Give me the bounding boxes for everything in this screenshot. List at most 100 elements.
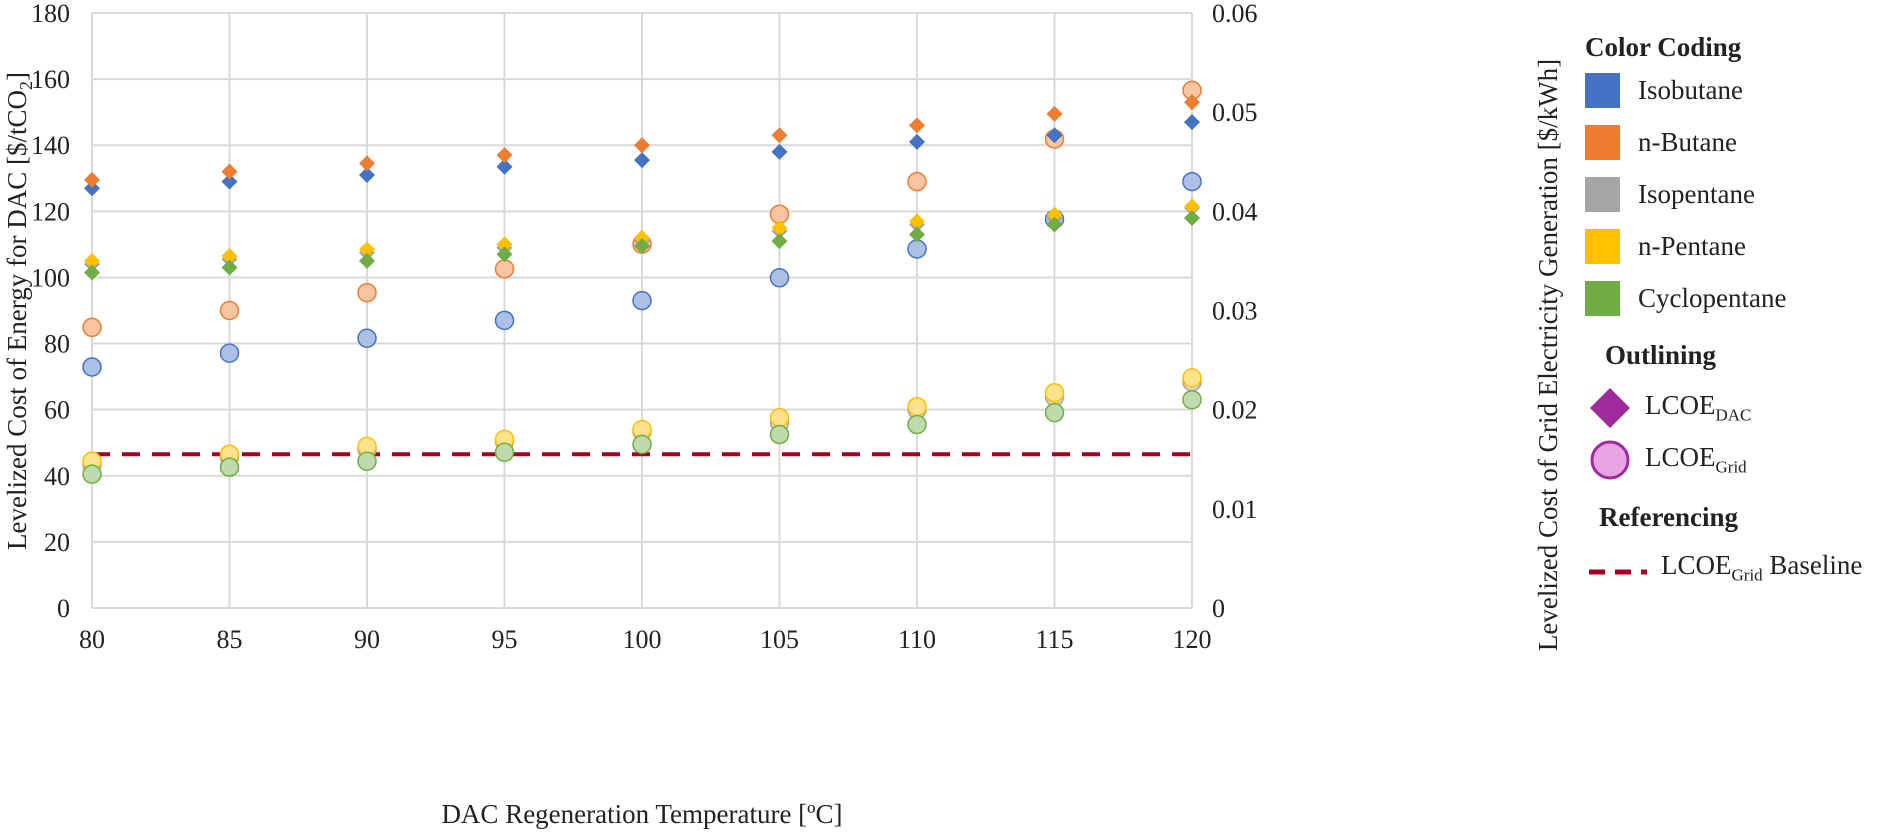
- x-tick-label: 80: [79, 625, 105, 654]
- lcoe-dac-point: [221, 247, 238, 264]
- legend-item-series: Cyclopentane: [1585, 272, 1895, 324]
- legend: Color Coding Isobutane n-Butane Isopentane…: [1585, 30, 1895, 594]
- legend-heading-outlining: Outlining: [1605, 340, 1717, 370]
- lcoe-dac-point: [771, 219, 788, 236]
- lcoe-dac-point: [634, 238, 650, 255]
- lcoe-dac-point: [771, 127, 788, 144]
- lcoe-dac-point: [359, 155, 375, 172]
- lcoe-grid-point: [219, 457, 240, 477]
- lcoe-dac-point: [496, 246, 513, 263]
- lcoe-grid-point: [82, 317, 102, 338]
- legend-series-label: n-Butane: [1638, 126, 1737, 157]
- y-axis-left-title-sub: 2: [16, 81, 36, 90]
- lcoe-dac-point: [634, 152, 650, 169]
- lcoe-grid-point: [907, 414, 927, 435]
- lcoe-grid-point: [769, 268, 790, 288]
- lcoe-dac-point: [634, 229, 650, 246]
- y-right-tick-label: 0.05: [1212, 98, 1258, 127]
- legend-series-label: Isopentane: [1638, 178, 1755, 209]
- lcoe-dac-point: [221, 259, 238, 276]
- y-axis-left-title: Levelized Cost of Energy for DAC [$/tCO2…: [2, 72, 36, 550]
- axes: 0 20 40 60 80 100 120 140 160 180 80 85 90 95 100 105 11…: [31, 0, 1258, 654]
- y-left-tick-label: 0: [57, 594, 70, 623]
- lcoe-dac-point: [496, 158, 513, 175]
- lcoe-grid-point: [632, 290, 652, 311]
- legend-swatch: [1585, 72, 1620, 108]
- legend-heading-referencing: Referencing: [1599, 502, 1738, 532]
- lcoe-grid-point: [1044, 402, 1065, 423]
- lcoe-grid-point: [1182, 171, 1202, 192]
- lcoe-dac-point: [1184, 94, 1200, 111]
- y-right-tick-label: 0.06: [1212, 0, 1258, 28]
- x-axis-title: DAC Regeneration Temperature [ºC]: [441, 799, 842, 829]
- lcoe-dac-point: [84, 171, 100, 188]
- diamond-symbol-icon: [1585, 384, 1635, 432]
- lcoe-dac-point: [1184, 114, 1200, 131]
- legend-swatch: [1585, 228, 1620, 264]
- legend-swatch: [1585, 280, 1620, 316]
- lcoe-dac-point: [909, 226, 925, 243]
- lcoe-dac-point: [359, 252, 375, 269]
- lcoe-grid-point: [357, 451, 377, 471]
- lcoe-grid-point: [82, 464, 102, 484]
- lcoe-grid-point: [494, 259, 515, 279]
- lcoe-dac-point: [909, 117, 925, 134]
- lcoe-dac-point: [771, 143, 788, 160]
- lcoe-grid-point: [907, 171, 927, 192]
- lcoe-dac-point: [221, 163, 238, 180]
- lcoe-dac-point: [634, 137, 650, 154]
- y-left-tick-label: 60: [44, 396, 70, 425]
- lcoe-grid-point: [494, 442, 515, 463]
- diamond-shape: [1590, 388, 1630, 428]
- legend-item-baseline: LCOEGrid Baseline: [1585, 542, 1895, 594]
- grid-lines: [91, 12, 1193, 609]
- y-right-tick-label: 0.03: [1212, 297, 1258, 326]
- lcoe-dac-point: [496, 236, 513, 253]
- y-left-tick-label: 40: [44, 462, 70, 491]
- lcoe-dac-point: [84, 252, 100, 269]
- legend-item-series: n-Pentane: [1585, 220, 1895, 272]
- y-axis-left-title-end: ]: [2, 72, 32, 81]
- dashed-line-icon: [1585, 558, 1651, 578]
- lcoe-dac-point: [84, 264, 100, 281]
- lcoe-dac-point: [909, 213, 925, 230]
- x-tick-label: 120: [1173, 625, 1212, 654]
- y-axis-right-title: Levelized Cost of Grid Electricity Gener…: [1533, 59, 1563, 651]
- lcoe-grid-point: [1182, 390, 1202, 410]
- y-right-tick-label: 0.02: [1212, 396, 1258, 425]
- data-points: [82, 80, 1202, 484]
- lcoe-grid-point: [632, 434, 652, 455]
- x-tick-label: 95: [492, 625, 518, 654]
- y-left-tick-label: 20: [44, 528, 70, 557]
- lcoe-dac-point: [1184, 209, 1200, 226]
- lcoe-grid-point: [769, 407, 790, 428]
- lcoe-grid-point: [82, 357, 102, 377]
- y-right-tick-label: 0.04: [1212, 197, 1258, 226]
- lcoe-grid-point: [357, 328, 377, 349]
- x-tick-label: 90: [354, 625, 380, 654]
- y-right-tick-label: 0: [1212, 594, 1225, 623]
- legend-label-lcoe-dac: LCOEDAC: [1645, 390, 1752, 425]
- lcoe-dac-point: [359, 241, 375, 258]
- y-left-tick-label: 80: [44, 330, 70, 359]
- x-tick-label: 105: [760, 625, 799, 654]
- lcoe-dac-point: [221, 173, 238, 190]
- lcoe-grid-point: [219, 300, 240, 321]
- y-left-tick-label: 120: [31, 197, 70, 226]
- legend-series-label: n-Pentane: [1638, 230, 1746, 261]
- legend-label-baseline: LCOEGrid Baseline: [1661, 550, 1863, 585]
- legend-item-series: Isopentane: [1585, 168, 1895, 220]
- y-left-tick-label: 100: [31, 263, 70, 292]
- lcoe-dac-point: [496, 147, 513, 164]
- lcoe-dac-point: [1046, 105, 1063, 122]
- circle-shape: [1590, 440, 1630, 480]
- lcoe-dac-point: [1184, 198, 1200, 215]
- lcoe-grid-point: [494, 310, 515, 331]
- legend-item-lcoe-grid: LCOEGrid: [1585, 434, 1895, 486]
- x-tick-label: 115: [1035, 625, 1073, 654]
- lcoe-grid-point: [907, 239, 927, 259]
- legend-heading-color-coding: Color Coding: [1585, 32, 1742, 62]
- legend-label-lcoe-grid: LCOEGrid: [1645, 442, 1747, 477]
- legend-swatch: [1585, 124, 1620, 160]
- legend-series-label: Isobutane: [1638, 74, 1743, 105]
